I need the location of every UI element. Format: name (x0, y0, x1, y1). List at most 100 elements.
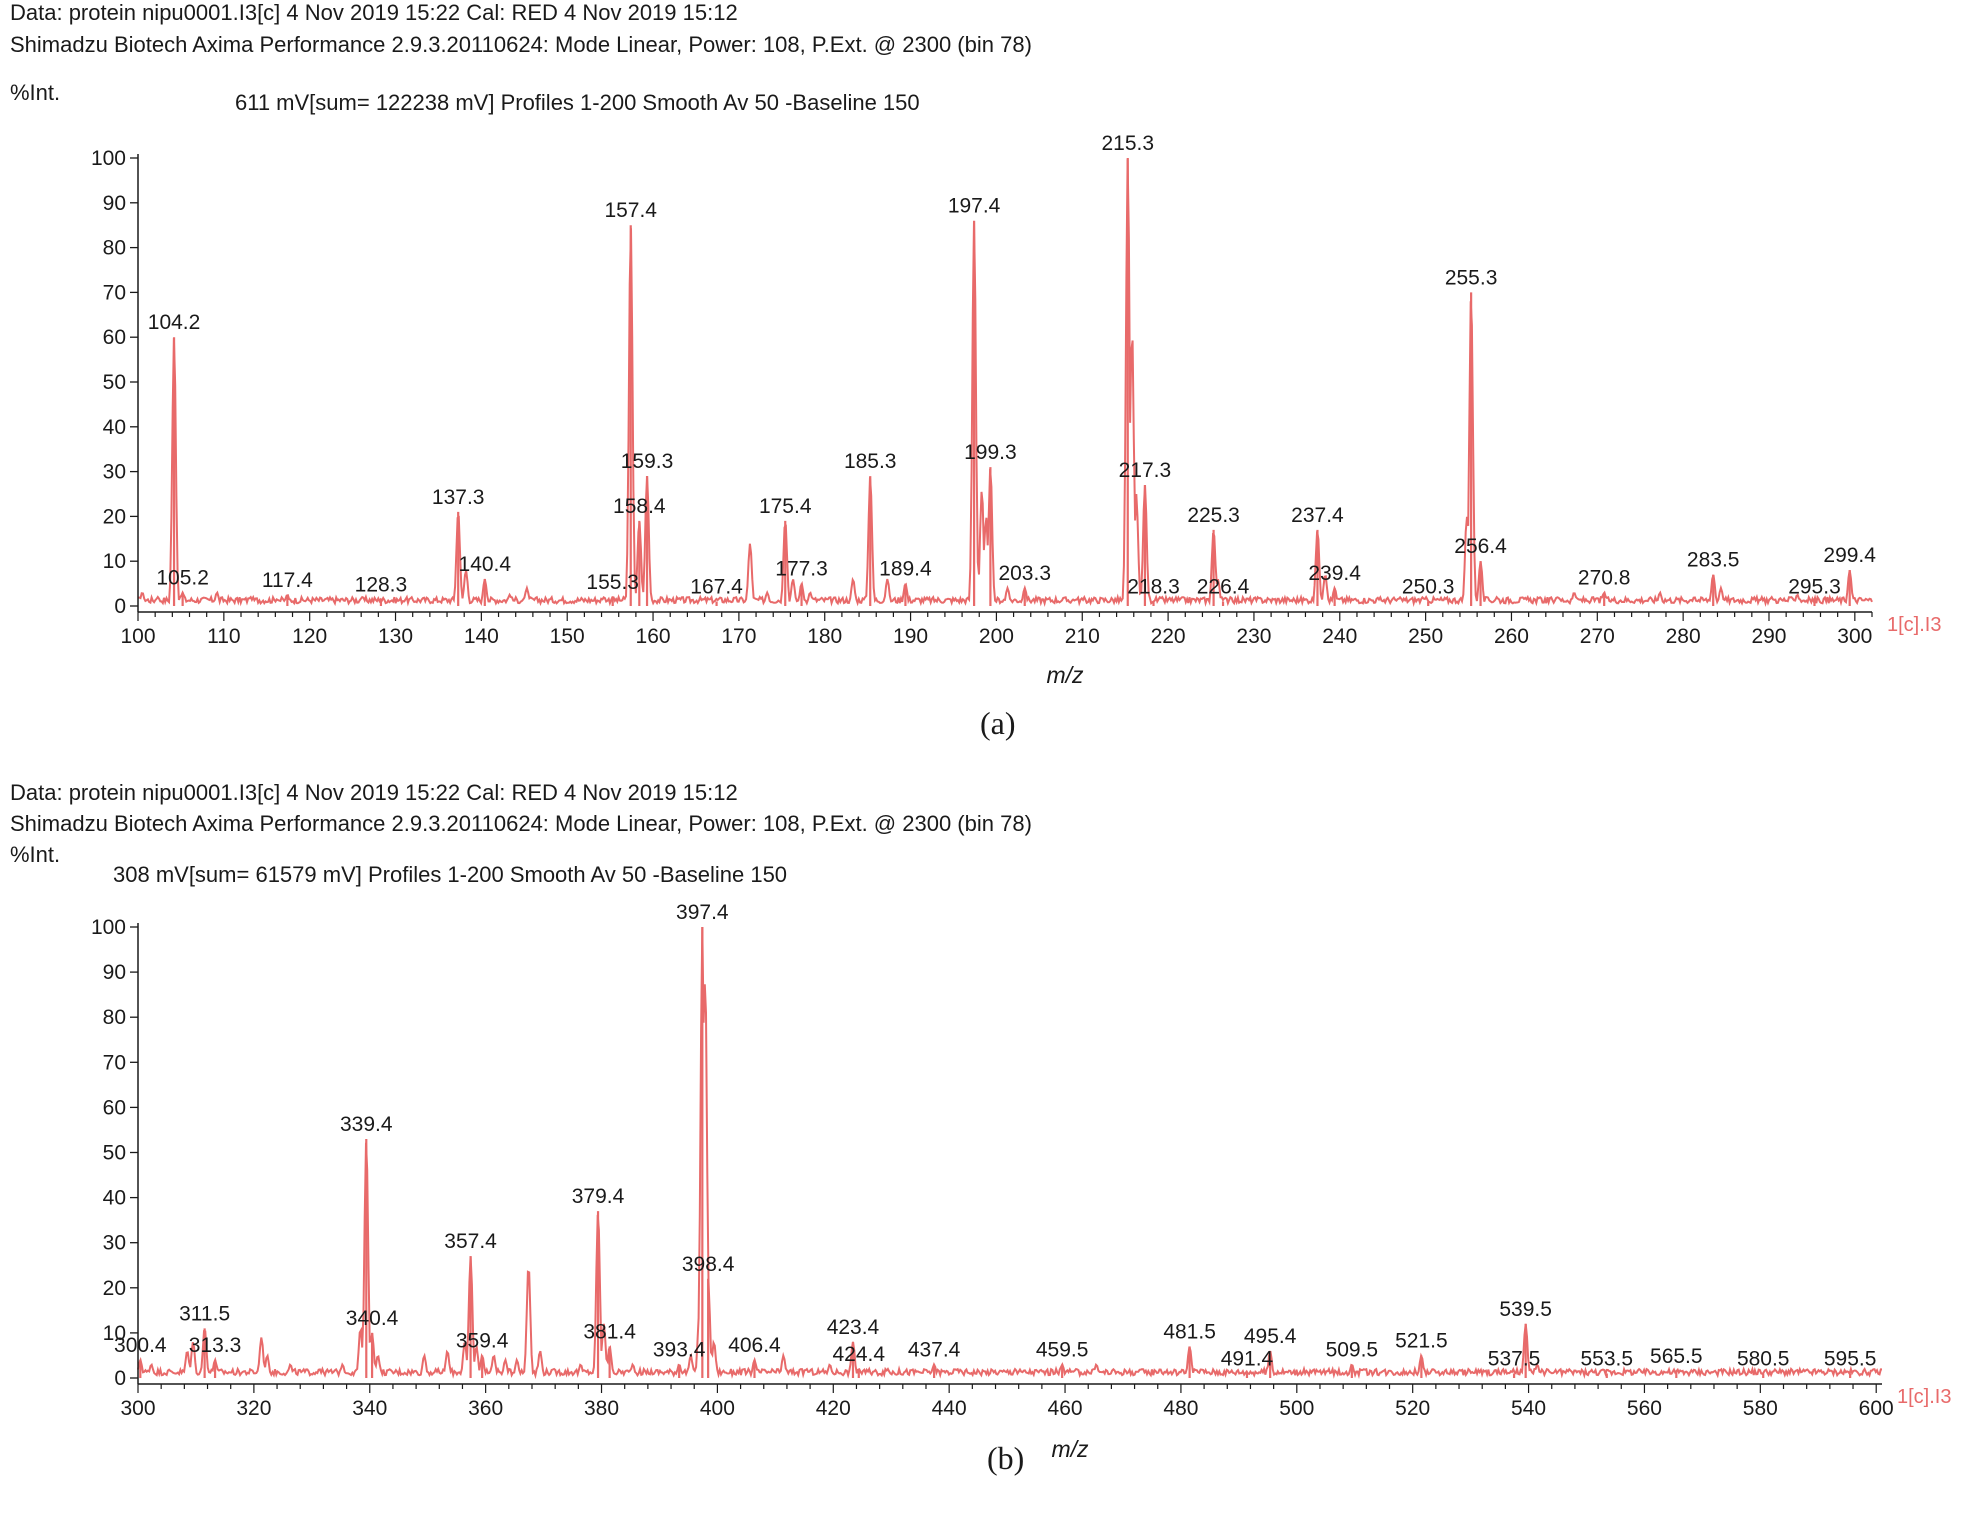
series-tag-a: 1[c].I3 (1887, 614, 1941, 636)
x-tick-label: 110 (207, 625, 240, 648)
peak-label: 553.5 (1581, 1347, 1634, 1370)
x-tick-label: 280 (1666, 625, 1701, 648)
peak-label: 215.3 (1101, 132, 1154, 155)
peak-label: 459.5 (1036, 1338, 1089, 1361)
y-tick-label: 70 (103, 281, 126, 304)
peak-label: 255.3 (1445, 266, 1498, 289)
x-tick-label: 500 (1279, 1397, 1314, 1420)
x-tick-label: 190 (893, 625, 928, 648)
peak-label: 313.3 (189, 1334, 242, 1357)
peak-label: 199.3 (964, 441, 1017, 464)
x-tick-label: 600 (1859, 1397, 1894, 1420)
x-tick-label: 540 (1511, 1397, 1546, 1420)
peak-label: 357.4 (444, 1230, 497, 1253)
series-tag-b: 1[c].I3 (1897, 1386, 1951, 1408)
panel-a-caption: (a) (980, 705, 1016, 741)
x-tick-label: 130 (378, 625, 413, 648)
peak-label: 226.4 (1197, 576, 1250, 599)
y-tick-label: 100 (91, 147, 126, 170)
peak-label: 197.4 (948, 195, 1001, 218)
peak-label: 270.8 (1578, 567, 1631, 590)
y-tick-label: 90 (103, 961, 126, 984)
y-tick-label: 0 (114, 595, 126, 618)
peak-label: 381.4 (583, 1320, 636, 1343)
peak-label: 239.4 (1308, 562, 1361, 585)
peak-label: 158.4 (613, 495, 666, 518)
y-tick-label: 50 (103, 1142, 126, 1165)
peak-label: 137.3 (432, 486, 485, 509)
y-tick-label: 20 (103, 1277, 126, 1300)
peak-label: 300.4 (114, 1334, 167, 1357)
peak-label: 218.3 (1127, 576, 1180, 599)
peak-label: 481.5 (1163, 1320, 1216, 1343)
x-tick-label: 580 (1743, 1397, 1778, 1420)
peak-label: 177.3 (775, 558, 828, 581)
panel-b-instrument-line: Shimadzu Biotech Axima Performance 2.9.3… (10, 811, 1032, 836)
peak-label: 203.3 (998, 562, 1051, 585)
peak-label: 424.4 (832, 1343, 885, 1366)
peak-label: 117.4 (262, 569, 313, 592)
x-tick-label: 200 (979, 625, 1014, 648)
y-tick-label: 30 (103, 1232, 126, 1255)
peak-label: 159.3 (621, 450, 674, 473)
peak-label: 437.4 (908, 1338, 961, 1361)
panel-a-profile-line: 611 mV[sum= 122238 mV] Profiles 1-200 Sm… (235, 90, 920, 115)
y-tick-label: 0 (114, 1367, 126, 1390)
y-tick-label: 90 (103, 192, 126, 215)
x-tick-label: 300 (120, 1397, 155, 1420)
panel-a-y-label: %Int. (10, 80, 61, 105)
spectrum-trace-b (137, 927, 1882, 1380)
peak-label: 250.3 (1402, 576, 1455, 599)
y-tick-label: 80 (103, 1006, 126, 1029)
x-tick-label: 210 (1065, 625, 1100, 648)
peak-label: 185.3 (844, 450, 897, 473)
peak-label: 217.3 (1119, 459, 1172, 482)
y-tick-label: 40 (103, 1187, 126, 1210)
x-tick-label: 270 (1580, 625, 1615, 648)
x-tick-label: 170 (721, 625, 756, 648)
x-tick-label: 300 (1837, 625, 1872, 648)
peak-label: 393.4 (653, 1338, 706, 1361)
x-tick-label: 220 (1151, 625, 1186, 648)
y-tick-label: 100 (91, 916, 126, 939)
peak-label: 406.4 (728, 1334, 781, 1357)
peak-label: 175.4 (759, 495, 812, 518)
peak-label: 521.5 (1395, 1329, 1448, 1352)
peak-label: 565.5 (1650, 1345, 1703, 1368)
y-tick-label: 10 (103, 1322, 126, 1345)
x-tick-label: 260 (1494, 625, 1529, 648)
y-tick-label: 20 (103, 505, 126, 528)
panel-b-profile-line: 308 mV[sum= 61579 mV] Profiles 1-200 Smo… (113, 862, 788, 887)
peak-label: 539.5 (1499, 1298, 1552, 1321)
x-tick-label: 100 (120, 625, 155, 648)
peak-label: 359.4 (456, 1329, 509, 1352)
peak-label: 128.3 (355, 573, 408, 596)
peak-label: 423.4 (827, 1316, 880, 1339)
y-tick-label: 70 (103, 1051, 126, 1074)
peak-label: 379.4 (572, 1185, 625, 1208)
x-tick-label: 160 (636, 625, 671, 648)
panel-b-caption: (b) (987, 1440, 1025, 1476)
x-tick-label: 520 (1395, 1397, 1430, 1420)
x-tick-label: 360 (468, 1397, 503, 1420)
y-tick-label: 30 (103, 461, 126, 484)
peak-label: 397.4 (676, 901, 729, 924)
x-tick-label: 420 (816, 1397, 851, 1420)
peak-label: 140.4 (459, 553, 512, 576)
x-tick-label: 560 (1627, 1397, 1662, 1420)
panel-b-y-label: %Int. (10, 842, 61, 867)
y-tick-label: 10 (103, 550, 126, 573)
peak-label: 104.2 (148, 311, 201, 334)
peak-label: 225.3 (1187, 504, 1240, 527)
peak-label: 311.5 (179, 1302, 230, 1325)
x-tick-label: 340 (352, 1397, 387, 1420)
x-tick-label: 400 (700, 1397, 735, 1420)
peak-label: 157.4 (604, 199, 657, 222)
peak-label: 167.4 (690, 576, 743, 599)
peak-label: 283.5 (1687, 549, 1740, 572)
x-axis-title-b: m/z (1051, 1436, 1089, 1462)
peak-label: 155.3 (586, 571, 639, 594)
x-tick-label: 240 (1322, 625, 1357, 648)
x-tick-label: 120 (292, 625, 327, 648)
